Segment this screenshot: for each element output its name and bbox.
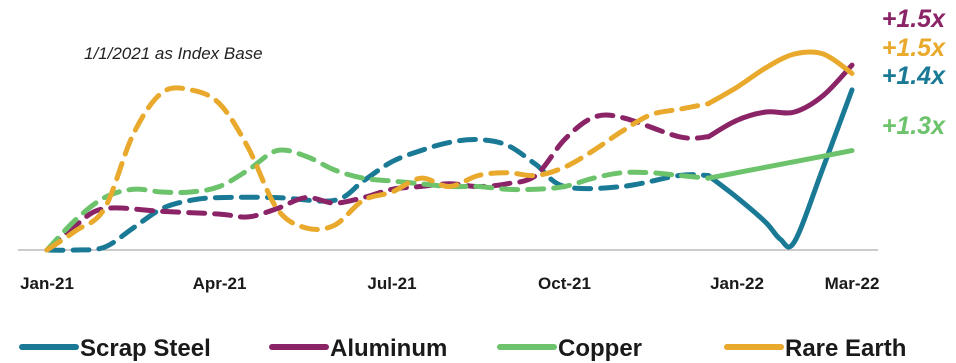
series-line-aluminum-solid (705, 62, 855, 140)
end-label-aluminum: +1.5x (882, 5, 946, 33)
legend-label-rare-earth: Rare Earth (785, 335, 906, 362)
index-base-annotation: 1/1/2021 as Index Base (84, 44, 263, 63)
x-tick-labels: Jan-21 Apr-21 Jul-21 Oct-21 Jan-22 Mar-22 (20, 274, 879, 293)
x-tick-label: Oct-21 (538, 274, 591, 293)
x-tick-label: Jan-22 (710, 274, 764, 293)
series-line-copper-dashed (44, 147, 711, 253)
series-layer (44, 49, 855, 253)
legend-label-aluminum: Aluminum (330, 335, 447, 362)
series-line-rare-earth-dashed (44, 85, 711, 253)
x-tick-label: Apr-21 (193, 274, 247, 293)
series-line-aluminum-dashed (44, 112, 711, 253)
legend-label-copper: Copper (558, 335, 642, 362)
end-label-rare-earth: +1.5x (882, 34, 946, 62)
x-tick-label: Mar-22 (825, 274, 880, 293)
end-label-scrap-steel: +1.4x (882, 62, 946, 90)
legend: Scrap Steel Aluminum Copper Rare Earth (19, 335, 906, 362)
x-tick-label: Jan-21 (20, 274, 74, 293)
series-line-scrap-steel-solid (705, 87, 855, 250)
legend-label-scrap-steel: Scrap Steel (80, 335, 211, 362)
end-label-copper: +1.3x (882, 112, 946, 140)
series-line-copper-solid (705, 148, 855, 181)
end-labels: +1.5x+1.5x+1.4x+1.3x (882, 5, 946, 140)
series-line-rare-earth-solid (705, 49, 855, 107)
x-tick-label: Jul-21 (367, 274, 416, 293)
